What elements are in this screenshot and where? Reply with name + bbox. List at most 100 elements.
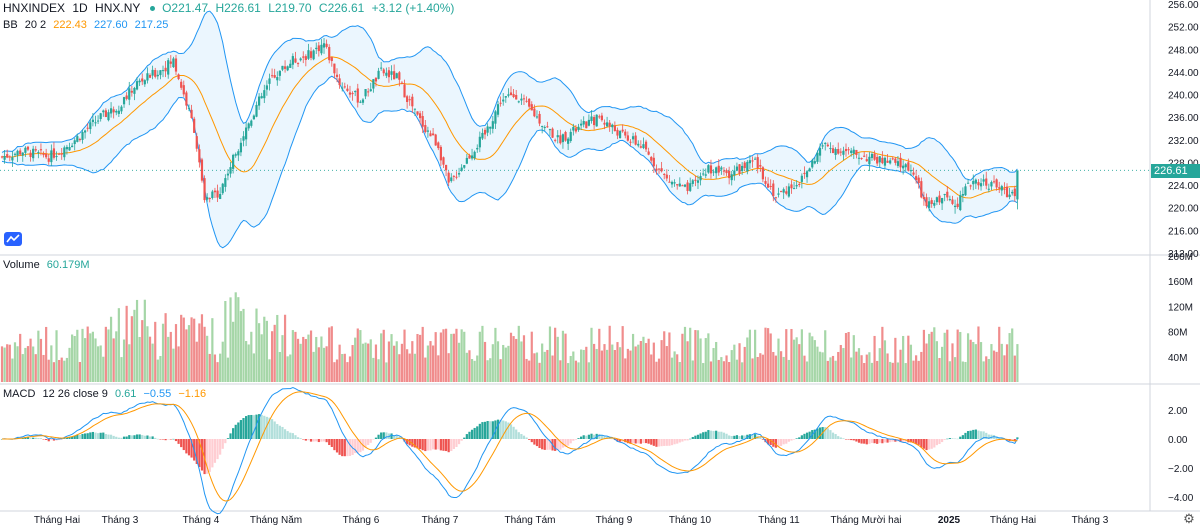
macd-histogram-bar bbox=[159, 439, 162, 440]
macd-histogram-bar bbox=[766, 439, 770, 445]
candle-body bbox=[6, 154, 9, 158]
price-tick-label: 256.00 bbox=[1168, 0, 1199, 11]
candle-body bbox=[16, 150, 19, 156]
candle-body bbox=[631, 136, 635, 140]
candle-body bbox=[187, 107, 191, 109]
candle-body bbox=[533, 108, 536, 117]
macd-histogram-bar bbox=[364, 439, 367, 448]
macd-histogram-bar bbox=[302, 439, 305, 440]
volume-bar bbox=[728, 362, 731, 382]
macd-histogram-bar bbox=[60, 439, 63, 440]
macd-histogram-bar bbox=[722, 432, 726, 439]
macd-histogram-bar bbox=[834, 434, 837, 439]
volume-bar bbox=[1013, 355, 1016, 382]
volume-bar bbox=[483, 341, 487, 382]
volume-bar bbox=[598, 328, 601, 382]
macd-histogram-bar bbox=[359, 439, 362, 453]
macd-histogram-bar bbox=[657, 439, 661, 447]
macd-histogram-bar bbox=[735, 435, 739, 439]
candle-body bbox=[896, 161, 900, 166]
volume-bar bbox=[722, 361, 726, 382]
volume-bar bbox=[255, 308, 258, 382]
time-tick-label: Tháng 7 bbox=[422, 515, 459, 526]
volume-bar bbox=[174, 324, 178, 382]
tradingview-logo-icon[interactable] bbox=[4, 232, 22, 246]
candle-body bbox=[992, 181, 996, 183]
volume-bar bbox=[102, 356, 105, 382]
volume-bar bbox=[377, 359, 380, 382]
macd-histogram-bar bbox=[940, 439, 944, 443]
volume-bar bbox=[894, 337, 897, 382]
volume-bar bbox=[439, 332, 442, 382]
macd-histogram-bar bbox=[304, 439, 307, 441]
volume-bar bbox=[393, 345, 396, 382]
macd-histogram-bar bbox=[65, 437, 69, 439]
candle-body bbox=[1005, 186, 1009, 198]
candle-body bbox=[790, 184, 793, 189]
candle-body bbox=[751, 160, 754, 162]
macd-histogram-bar bbox=[917, 439, 920, 445]
volume-bar bbox=[169, 331, 172, 382]
candle-body bbox=[494, 111, 497, 124]
volume-bar bbox=[221, 341, 224, 382]
volume-bar bbox=[213, 354, 217, 382]
settings-gear-icon[interactable]: ⚙ bbox=[1183, 511, 1195, 526]
candle-body bbox=[120, 106, 123, 112]
macd-legend[interactable]: MACD 12 26 close 9 0.61 −0.55 −1.16 bbox=[3, 388, 210, 400]
candle-body bbox=[68, 147, 71, 151]
volume-bar bbox=[16, 346, 19, 382]
macd-histogram-bar bbox=[37, 438, 40, 439]
macd-histogram-bar bbox=[174, 439, 178, 442]
candle-body bbox=[29, 152, 32, 158]
candle-body bbox=[995, 179, 998, 188]
volume-bar bbox=[457, 342, 461, 382]
bb-legend[interactable]: BB 20 2 222.43 227.60 217.25 bbox=[3, 19, 172, 31]
candle-body bbox=[213, 190, 217, 193]
candle-body bbox=[11, 157, 14, 161]
volume-bar bbox=[460, 329, 463, 382]
candle-body bbox=[416, 111, 419, 115]
volume-bar bbox=[844, 333, 848, 382]
candle-body bbox=[63, 147, 66, 158]
candle-body bbox=[0, 156, 4, 158]
time-tick-label: Tháng 9 bbox=[596, 515, 633, 526]
macd-histogram-bar bbox=[499, 419, 502, 439]
volume-bar bbox=[382, 329, 385, 382]
symbol-name[interactable]: HNXINDEX bbox=[3, 1, 66, 15]
candle-body bbox=[572, 126, 575, 131]
interval[interactable]: 1D bbox=[72, 1, 88, 15]
candle-body bbox=[964, 186, 967, 196]
volume-bar bbox=[564, 333, 567, 382]
macd-histogram-bar bbox=[426, 439, 429, 451]
macd-histogram-bar bbox=[431, 439, 435, 450]
volume-bar bbox=[117, 308, 120, 382]
volume-legend[interactable]: Volume 60.179M bbox=[3, 259, 94, 271]
price-tick-label: 228.00 bbox=[1168, 158, 1199, 169]
candle-body bbox=[309, 51, 313, 58]
volume-bar bbox=[556, 336, 559, 382]
candle-body bbox=[860, 158, 863, 160]
volume-bar bbox=[58, 360, 61, 382]
candle-body bbox=[91, 119, 94, 122]
candle-body bbox=[483, 129, 487, 135]
volume-bar bbox=[252, 353, 256, 382]
candle-body bbox=[543, 127, 546, 129]
macd-histogram-bar bbox=[912, 439, 915, 444]
candle-body bbox=[663, 173, 666, 175]
macd-histogram-bar bbox=[520, 434, 523, 439]
macd-histogram-bar bbox=[312, 439, 315, 442]
candle-body bbox=[870, 153, 874, 159]
candle-body bbox=[743, 162, 746, 169]
volume-bar bbox=[219, 353, 222, 382]
volume-bar bbox=[296, 338, 300, 382]
macd-histogram-bar bbox=[600, 434, 603, 439]
volume-bar bbox=[850, 357, 853, 382]
candle-body bbox=[946, 191, 949, 198]
candle-body bbox=[117, 110, 120, 114]
volume-bar bbox=[863, 362, 866, 382]
volume-bar bbox=[294, 331, 297, 382]
macd-histogram-bar bbox=[81, 433, 84, 439]
candle-body bbox=[338, 78, 341, 86]
candle-body bbox=[766, 183, 770, 188]
